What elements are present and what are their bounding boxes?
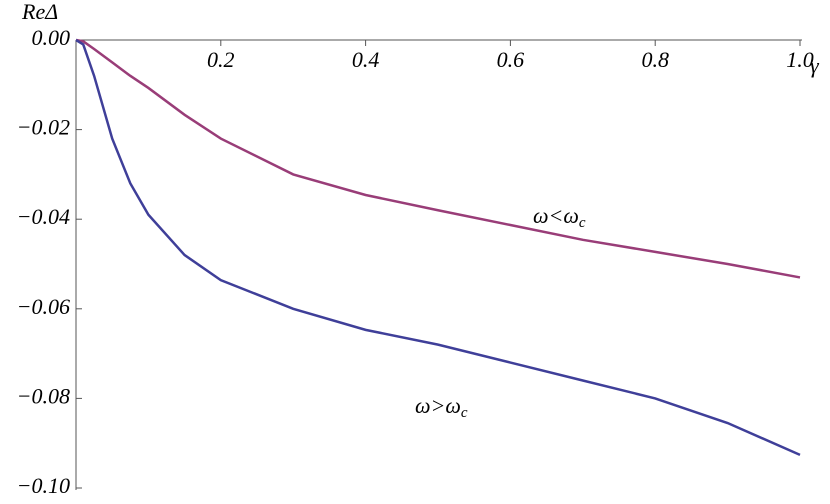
x-axis-label: γ [810, 53, 820, 78]
annotation-subscript: c [461, 405, 468, 421]
x-tick-label: 0.4 [352, 47, 380, 72]
annotation: ω<ωc [533, 203, 586, 231]
y-axis-label: ReΔ [21, 0, 58, 24]
x-tick-label: 1.0 [786, 47, 814, 72]
annotation-text: ω>ω [415, 393, 461, 418]
annotation: ω>ωc [415, 393, 468, 421]
annotation-subscript: c [579, 215, 586, 231]
y-tick-label: −0.08 [17, 383, 70, 408]
y-tick-label: −0.10 [17, 473, 70, 498]
y-tick-label: −0.04 [17, 204, 70, 229]
annotation-text: ω<ω [533, 203, 579, 228]
x-tick-label: 0.6 [497, 47, 525, 72]
x-tick-label: 0.8 [641, 47, 669, 72]
y-tick-label: −0.06 [17, 294, 70, 319]
x-tick-label: 0.2 [207, 47, 235, 72]
series-line [75, 38, 801, 456]
series-line [75, 38, 801, 279]
y-tick-label: −0.02 [17, 115, 70, 140]
y-tick-label: 0.00 [32, 25, 71, 50]
